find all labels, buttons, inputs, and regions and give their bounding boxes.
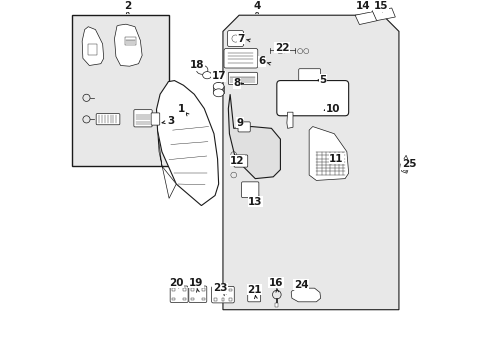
Polygon shape [400, 155, 409, 173]
FancyBboxPatch shape [298, 69, 320, 81]
Bar [191, 297, 193, 300]
Bar [88, 44, 97, 55]
Bar [172, 297, 175, 300]
Polygon shape [228, 94, 280, 179]
FancyBboxPatch shape [224, 49, 257, 68]
Bar [72, 15, 169, 166]
FancyBboxPatch shape [228, 72, 257, 85]
Text: 11: 11 [328, 154, 343, 164]
Text: 2: 2 [124, 1, 131, 11]
Text: 6: 6 [258, 56, 265, 66]
Text: 19: 19 [188, 278, 203, 288]
Bar [191, 288, 193, 291]
Bar [221, 298, 224, 301]
Text: 17: 17 [211, 71, 225, 81]
FancyBboxPatch shape [241, 182, 258, 198]
Bar [202, 288, 204, 291]
Polygon shape [286, 112, 292, 129]
Text: 18: 18 [189, 60, 204, 71]
Text: 21: 21 [247, 285, 261, 295]
Polygon shape [114, 24, 142, 66]
FancyBboxPatch shape [227, 31, 243, 46]
Text: 10: 10 [325, 104, 340, 114]
Text: 16: 16 [268, 278, 283, 288]
Bar [183, 297, 185, 300]
Bar [229, 298, 232, 301]
Polygon shape [82, 27, 103, 66]
FancyBboxPatch shape [188, 286, 206, 302]
Text: 1: 1 [178, 104, 185, 114]
Polygon shape [157, 131, 176, 198]
Text: 13: 13 [247, 197, 262, 207]
Text: 8: 8 [233, 78, 241, 89]
Ellipse shape [213, 89, 224, 97]
Text: 15: 15 [373, 1, 387, 11]
Bar [221, 288, 224, 291]
Polygon shape [354, 12, 377, 24]
Bar [183, 288, 185, 291]
FancyBboxPatch shape [96, 114, 120, 125]
Polygon shape [371, 8, 394, 21]
Text: 23: 23 [212, 283, 227, 293]
Text: 14: 14 [355, 1, 369, 11]
Ellipse shape [213, 82, 224, 90]
Text: 25: 25 [401, 159, 415, 169]
Text: 5: 5 [319, 75, 326, 85]
FancyBboxPatch shape [151, 113, 160, 125]
Bar [213, 288, 216, 291]
FancyBboxPatch shape [276, 81, 348, 116]
Polygon shape [308, 127, 348, 180]
FancyBboxPatch shape [247, 289, 260, 302]
Bar [213, 298, 216, 301]
Polygon shape [290, 288, 320, 302]
FancyBboxPatch shape [211, 286, 234, 303]
Text: 4: 4 [253, 1, 260, 11]
Text: 9: 9 [236, 118, 243, 128]
Text: 24: 24 [293, 280, 308, 289]
Bar [125, 37, 136, 45]
Polygon shape [156, 81, 218, 206]
Ellipse shape [196, 65, 207, 74]
Text: 20: 20 [169, 278, 183, 288]
FancyBboxPatch shape [234, 155, 247, 167]
FancyBboxPatch shape [134, 110, 152, 127]
Bar [275, 303, 278, 307]
Text: 3: 3 [167, 116, 174, 126]
Text: 22: 22 [274, 42, 289, 53]
Text: 7: 7 [237, 33, 244, 44]
FancyBboxPatch shape [170, 286, 188, 302]
Bar [202, 297, 204, 300]
Bar [172, 288, 175, 291]
Bar [229, 288, 232, 291]
Ellipse shape [202, 72, 211, 79]
Polygon shape [223, 15, 398, 310]
FancyBboxPatch shape [238, 122, 250, 132]
Text: 12: 12 [229, 156, 244, 166]
